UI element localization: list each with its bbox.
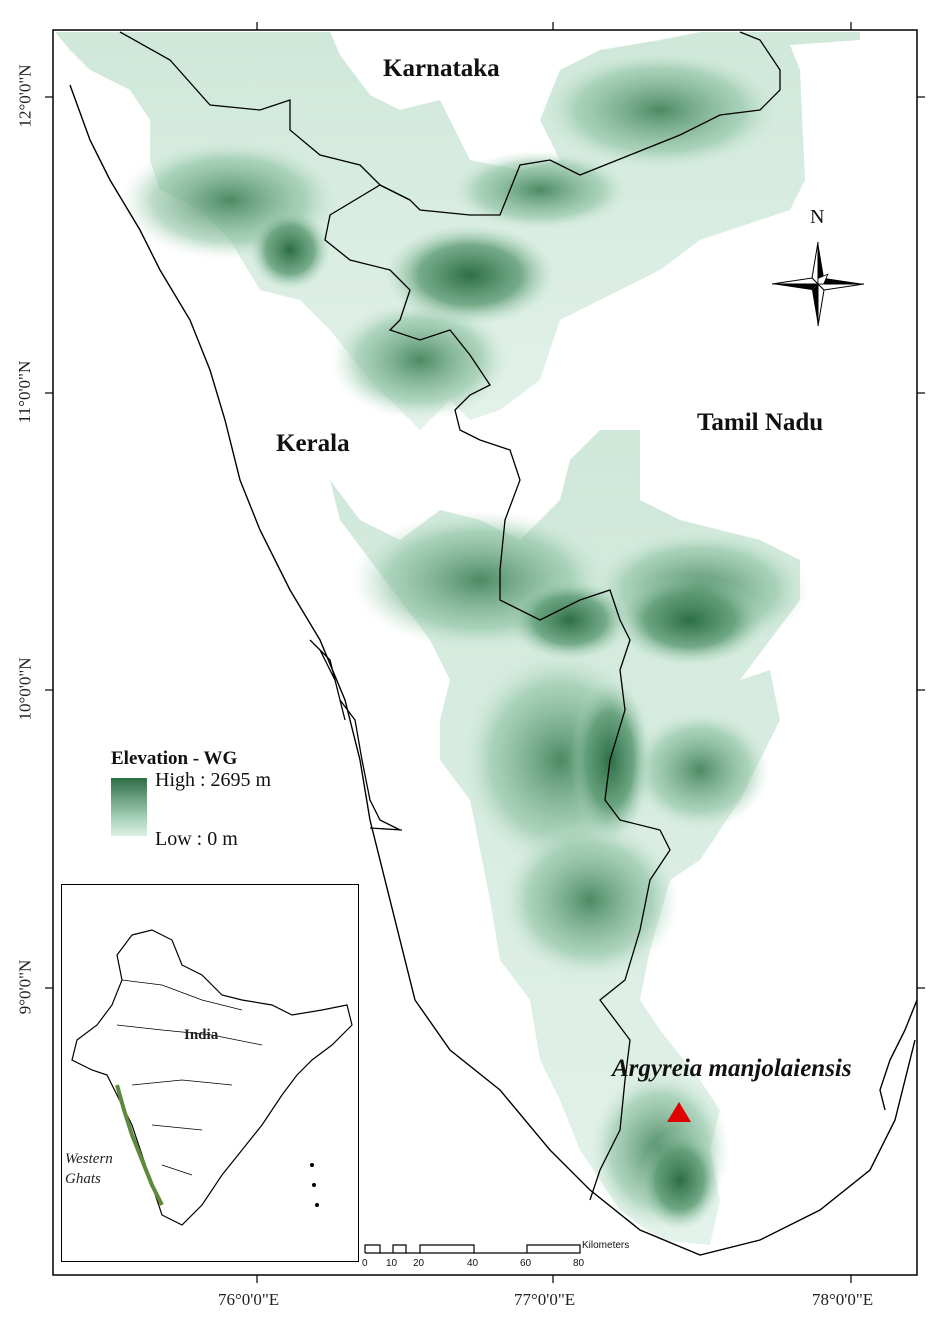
scale-tick-10: 10 xyxy=(386,1258,398,1269)
legend-low: Low : 0 m xyxy=(155,828,238,850)
inset-map-outline xyxy=(71,929,353,1226)
western-ghats-strip xyxy=(115,1084,164,1206)
species-label: Argyreia manjolaiensis xyxy=(612,1055,852,1082)
inset-map-india: India Western Ghats xyxy=(61,884,359,1262)
lat-label-12: 12°0'0"N xyxy=(15,64,35,128)
scale-tick-20: 20 xyxy=(413,1258,425,1269)
inset-label-ghats: Ghats xyxy=(65,1171,101,1187)
state-border xyxy=(119,31,781,216)
scale-tick-40: 40 xyxy=(467,1258,479,1269)
lat-label-9: 9°0'0"N xyxy=(15,959,35,1015)
scale-tick-60: 60 xyxy=(520,1258,532,1269)
region-label-tamil-nadu: Tamil Nadu xyxy=(697,409,824,436)
region-label-kerala: Kerala xyxy=(276,430,350,457)
red-triangle-icon xyxy=(667,1102,691,1122)
lat-label-11: 11°0'0"N xyxy=(15,360,35,424)
lon-label-76: 76°0'0"E xyxy=(218,1290,280,1309)
backwaters xyxy=(309,639,403,831)
elevation-raster xyxy=(55,32,860,1245)
graticule-ticks xyxy=(45,22,925,1283)
coastline xyxy=(69,84,916,1256)
lon-label-78: 78°0'0"E xyxy=(812,1290,874,1309)
compass-rose-icon xyxy=(771,241,865,327)
lat-label-10: 10°0'0"N xyxy=(15,657,35,721)
scale-tick-80: 80 xyxy=(573,1258,585,1269)
scale-unit: Kilometers xyxy=(582,1240,630,1251)
scale-tick-0: 0 xyxy=(362,1258,368,1269)
state-border-kerala-tn xyxy=(324,184,671,1201)
region-label-karnataka: Karnataka xyxy=(383,55,500,82)
legend-title: Elevation - WG xyxy=(111,748,238,769)
east-coast xyxy=(879,999,918,1111)
scale-bar xyxy=(364,1244,581,1254)
legend-color-ramp xyxy=(111,778,147,836)
north-label: N xyxy=(810,206,825,228)
lon-label-77: 77°0'0"E xyxy=(514,1290,576,1309)
inset-label-india: India xyxy=(184,1027,219,1043)
inset-label-western: Western xyxy=(65,1151,113,1167)
legend-high: High : 2695 m xyxy=(155,769,272,791)
